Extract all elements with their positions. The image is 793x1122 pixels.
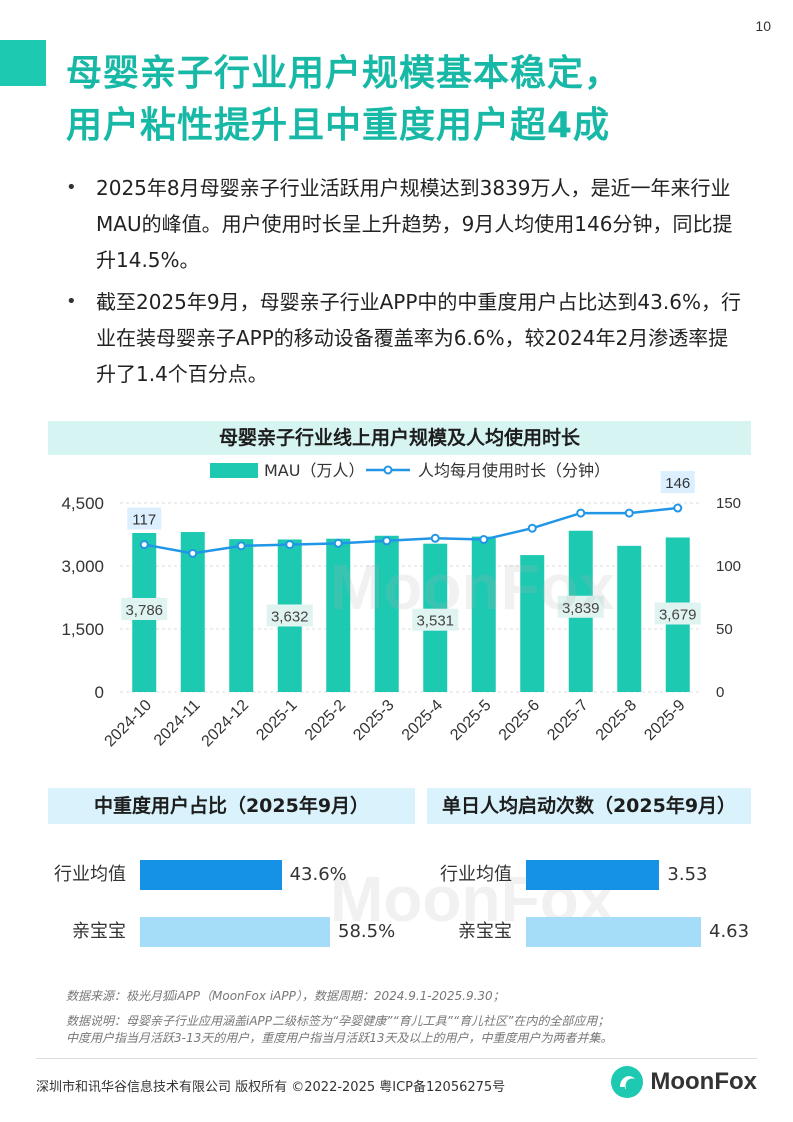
bar-data-label: 3,786 [125, 602, 163, 619]
bar-label-bg [557, 595, 604, 618]
y-left-tick-label: 4,500 [61, 494, 104, 513]
hbar-bar [526, 860, 660, 890]
sub-chart-title-heavy-users: 中重度用户占比（2025年9月） [48, 788, 415, 824]
line-point [673, 503, 683, 513]
bar [471, 536, 496, 692]
line-point [139, 540, 149, 550]
line-point [479, 535, 489, 545]
x-tick-label: 2024-12 [199, 697, 253, 751]
x-tick-label: 2025-4 [399, 697, 446, 744]
x-tick-label: 2025-3 [350, 697, 397, 744]
y-left-tick-label: 3,000 [61, 557, 104, 576]
y-left-tick-label: 0 [95, 683, 104, 702]
bullet-list: 2025年8月母婴亲子行业活跃用户规模达到3839万人，是近一年来行业MAU的峰… [62, 170, 742, 398]
legend-swatch-mau [210, 463, 258, 478]
line-point [188, 548, 198, 558]
bar [229, 539, 254, 692]
hbar-label: 亲宝宝 [458, 921, 512, 942]
line-label-bg [660, 471, 695, 494]
hbar-label: 行业均值 [440, 864, 512, 885]
bar [326, 538, 351, 692]
moonfox-logo-icon [611, 1066, 644, 1098]
line-point [576, 508, 586, 518]
bar-label-bg [412, 608, 459, 631]
line-point [624, 508, 634, 518]
bar-label-bg [654, 602, 701, 625]
line-point [430, 533, 440, 543]
x-tick-label: 2025-1 [253, 697, 300, 744]
footer-copyright: 深圳市和讯华谷信息技术有限公司 版权所有 ©2022-2025 粤ICP备120… [36, 1080, 506, 1095]
bullet-item: 2025年8月母婴亲子行业活跃用户规模达到3839万人，是近一年来行业MAU的峰… [62, 170, 742, 278]
hbar-row: 亲宝宝 4.63 [458, 917, 750, 947]
page-number: 10 [755, 18, 771, 34]
note-description: 数据说明：母婴亲子行业应用涵盖iAPP二级标签为“孕婴健康”“育儿工具”“育儿社… [66, 1014, 610, 1028]
line-point [236, 541, 246, 551]
note-definition: 中度用户指当月活跃3-13天的用户，重度用户指当月活跃13天及以上的用户，中重度… [66, 1031, 613, 1045]
x-tick-label: 2024-10 [102, 697, 156, 751]
bar-label-bg [121, 597, 168, 620]
y-left-tick-label: 1,500 [61, 620, 104, 639]
line-point [285, 540, 295, 550]
chart-title: 母婴亲子行业线上用户规模及人均使用时长 [48, 421, 751, 455]
line-data-label: 117 [132, 512, 156, 529]
line-data-label: 146 [665, 475, 690, 492]
title-line-1: 母婴亲子行业用户规模基本稳定， [66, 53, 622, 94]
hbar-value: 4.63 [709, 921, 750, 942]
x-tick-label: 2025-2 [302, 697, 349, 744]
hbar-value: 43.6% [289, 864, 347, 885]
note-source: 数据来源：极光月狐iAPP（MoonFox iAPP），数据周期：2024.9.… [66, 989, 505, 1003]
bar [374, 535, 399, 692]
x-tick-label: 2025-8 [593, 697, 640, 744]
bar [180, 531, 205, 692]
y-right-tick-label: 50 [716, 621, 733, 638]
x-tick-label: 2025-6 [496, 697, 543, 744]
line-point [382, 536, 392, 546]
hbar-bar [526, 917, 701, 947]
hbar-row: 行业均值 3.53 [440, 860, 746, 890]
legend-marker-duration [383, 465, 393, 475]
x-tick-label: 2025-5 [447, 697, 494, 744]
line-point [527, 523, 537, 533]
page-title: 母婴亲子行业用户规模基本稳定， 用户粘性提升且中重度用户超4成 [66, 48, 766, 152]
hbar-label: 亲宝宝 [72, 921, 126, 942]
main-combo-chart: MAU（万人） 人均每月使用时长（分钟） 0 1,500 3,000 4,500 0 50 10… [61, 461, 741, 751]
hbar-bar [140, 917, 330, 947]
corner-accent [0, 40, 46, 86]
bar [617, 545, 642, 692]
moonfox-logo-text: MoonFox [650, 1068, 757, 1095]
footer-divider [36, 1058, 757, 1059]
hbar-bar [140, 860, 282, 890]
legend-label-mau: MAU（万人） [264, 461, 364, 480]
bar-data-label: 3,531 [416, 613, 454, 630]
launches-bar-chart: 行业均值 3.53 亲宝宝 4.63 [440, 840, 750, 970]
bar-data-label: 3,632 [271, 608, 309, 625]
x-tick-label: 2024-11 [151, 697, 204, 750]
hbar-row: 亲宝宝 58.5% [72, 917, 410, 947]
source-notes: 数据来源：极光月狐iAPP（MoonFox iAPP），数据周期：2024.9.… [66, 988, 746, 1047]
title-line-2: 用户粘性提升且中重度用户超4成 [66, 105, 611, 146]
duration-line [144, 506, 678, 555]
y-right-tick-label: 100 [716, 558, 741, 575]
line-label-bg [127, 507, 162, 530]
x-tick-label: 2025-9 [641, 697, 688, 744]
y-right-tick-label: 0 [716, 684, 724, 701]
heavy-users-bar-chart: 行业均值 43.6% 亲宝宝 58.5% [54, 840, 410, 970]
bar-data-label: 3,839 [562, 600, 600, 617]
hbar-row: 行业均值 43.6% [54, 860, 410, 890]
bullet-item: 截至2025年9月，母婴亲子行业APP中的中重度用户占比达到43.6%，行业在装… [62, 284, 742, 392]
legend-label-duration: 人均每月使用时长（分钟） [418, 461, 610, 480]
x-tick-label: 2025-7 [544, 697, 591, 744]
hbar-value: 58.5% [338, 921, 396, 942]
bar [520, 555, 545, 692]
bar-label-bg [266, 604, 313, 627]
line-point [333, 538, 343, 548]
moonfox-logo: MoonFox [610, 1065, 757, 1099]
bar-data-label: 3,679 [659, 606, 697, 623]
y-right-tick-label: 150 [716, 495, 741, 512]
sub-chart-title-launches: 单日人均启动次数（2025年9月） [427, 788, 751, 824]
hbar-value: 3.53 [667, 864, 708, 885]
hbar-label: 行业均值 [54, 864, 126, 885]
